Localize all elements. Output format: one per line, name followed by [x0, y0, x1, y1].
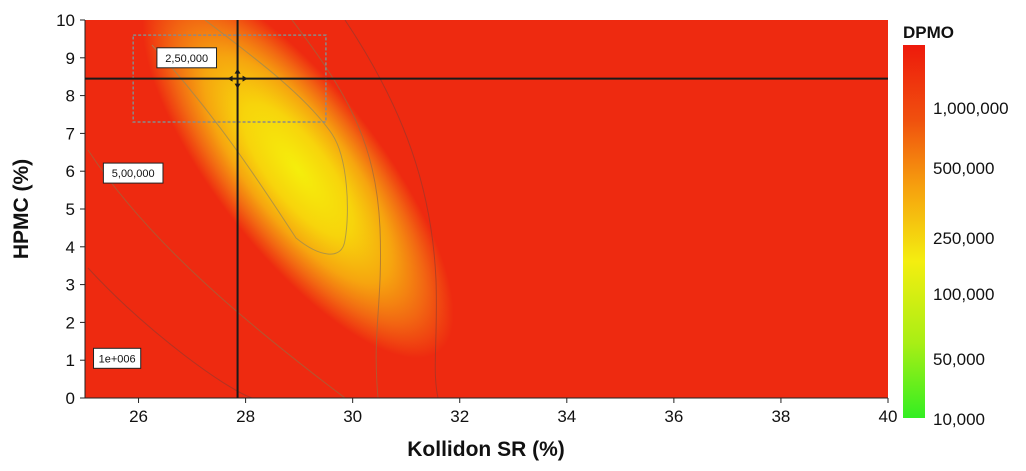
plot-area [85, 20, 888, 398]
x-axis-title: Kollidon SR (%) [407, 438, 564, 461]
y-tick-label: 1 [66, 351, 75, 370]
y-tick-label: 6 [66, 162, 75, 181]
y-tick-label: 10 [56, 11, 75, 30]
contour-label: 1e+006 [99, 353, 136, 365]
y-tick-label: 5 [66, 200, 75, 219]
x-tick-label: 26 [129, 407, 148, 426]
colorbar-labels: 1,000,000 500,000 250,000 100,000 50,000 10,0… [933, 99, 1009, 429]
colorbar [903, 45, 925, 418]
contour-label-box [102, 162, 164, 184]
response-surface-gradient [85, 20, 888, 398]
contour-label: 5,00,000 [112, 168, 155, 180]
crosshair-handle-arrow[interactable] [234, 68, 241, 74]
contour-label-box [93, 347, 142, 369]
overlays: 2,50,000 5,00,000 1e+006 [85, 20, 888, 398]
colorbar-label: 100,000 [933, 285, 994, 304]
colorbar-label: 250,000 [933, 229, 994, 248]
crosshair-handle-arrow[interactable] [234, 83, 241, 89]
crosshair-handle-arrow[interactable] [242, 75, 248, 82]
contour-line-500000-lower [87, 149, 346, 398]
x-tick-label: 38 [771, 407, 790, 426]
colorbar-title: DPMO [903, 23, 954, 42]
x-tick-label: 32 [450, 407, 469, 426]
x-tick-label: 28 [236, 407, 255, 426]
y-axis-title: HPMC (%) [10, 159, 33, 259]
y-tick-label: 0 [66, 389, 75, 408]
colorbar-label: 500,000 [933, 159, 994, 178]
x-tick-label: 34 [557, 407, 576, 426]
crosshair-handle-arrow[interactable] [227, 75, 233, 82]
contour-label: 2,50,000 [165, 53, 208, 65]
y-tick-label: 7 [66, 124, 75, 143]
y-tick-label: 9 [66, 49, 75, 68]
x-ticks: 26 28 30 32 34 36 38 40 [129, 398, 897, 426]
x-tick-label: 30 [343, 407, 362, 426]
y-ticks: 0 1 2 3 4 5 6 7 8 9 10 [56, 11, 85, 408]
y-tick-label: 3 [66, 276, 75, 295]
colorbar-label: 50,000 [933, 350, 985, 369]
colorbar-label: 10,000 [933, 410, 985, 429]
x-tick-label: 40 [879, 407, 898, 426]
y-tick-label: 2 [66, 313, 75, 332]
contour-line-500000-upper [291, 20, 382, 398]
contour-line-1e6-lower [87, 267, 253, 398]
contour-label-box [156, 47, 218, 69]
colorbar-label: 1,000,000 [933, 99, 1009, 118]
x-tick-label: 36 [664, 407, 683, 426]
y-tick-label: 8 [66, 87, 75, 106]
contour-line-1e6-upper [344, 20, 439, 398]
y-tick-label: 4 [66, 238, 75, 257]
